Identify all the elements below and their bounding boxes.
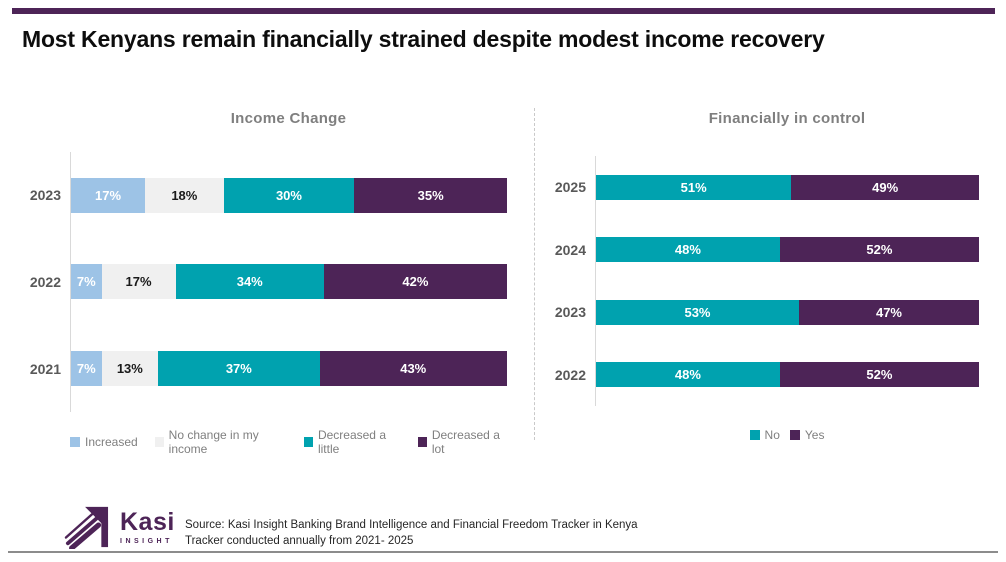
page-title: Most Kenyans remain financially strained…: [22, 26, 825, 52]
bar-segment-increased: 7%: [71, 351, 102, 387]
bar-row-2022: 2022 48% 52%: [555, 362, 979, 388]
bar-segment-no-change-in-my-income: 13%: [101, 351, 159, 387]
segment-value-label: 53%: [684, 304, 711, 320]
segment-value-label: 17%: [95, 187, 122, 203]
legend-label: No: [764, 428, 780, 442]
segment-value-label: 49%: [872, 179, 899, 195]
financially-in-control-chart-title: Financially in control: [708, 110, 866, 127]
category-label: 2023: [554, 304, 586, 321]
bar-segment-increased: 17%: [71, 177, 146, 213]
segment-value-label: 52%: [866, 367, 893, 383]
logo-text: Kasi INSIGHT: [120, 507, 175, 545]
legend-swatch-icon: [154, 437, 164, 447]
legend-label: Yes: [804, 428, 825, 442]
logo-subtext: INSIGHT: [120, 537, 173, 545]
bar-segment-yes: 52%: [779, 237, 979, 263]
bar-row-2024: 2024 48% 52%: [555, 237, 979, 263]
bar-segment-no-change-in-my-income: 18%: [145, 177, 224, 213]
legend-swatch-icon: [749, 430, 760, 440]
financially-in-control-legend: No Yes: [595, 428, 979, 442]
bar-segment-no-change-in-my-income: 17%: [101, 264, 176, 300]
income-change-plot: 2023 17% 18% 30% 35% 2022 7% 17% 34% 42% 2021 7% 13%…: [30, 152, 507, 412]
segment-value-label: 7%: [76, 361, 96, 377]
legend-item-decreased-a-little: Decreased a little: [304, 428, 401, 456]
bar-segment-yes: 49%: [791, 174, 979, 200]
legend-item-yes: Yes: [789, 428, 825, 442]
bar-row-2021: 2021 7% 13% 37% 43%: [30, 351, 507, 387]
segment-value-label: 52%: [866, 242, 893, 258]
segment-value-label: 48%: [674, 367, 701, 383]
legend-item-no-change-in-my-income: No change in my income: [154, 428, 287, 456]
segment-value-label: 37%: [225, 361, 252, 377]
bar-segment-decreased-a-little: 30%: [223, 177, 355, 213]
legend-label: Decreased a lot: [431, 428, 500, 456]
segment-value-label: 7%: [76, 274, 96, 290]
segment-value-label: 17%: [125, 274, 152, 290]
legend-item-decreased-a-lot: Decreased a lot: [417, 428, 507, 456]
chart-divider: [534, 108, 535, 440]
segment-value-label: 47%: [875, 304, 902, 320]
segment-value-label: 51%: [680, 179, 707, 195]
source-line-1: Source: Kasi Insight Banking Brand Intel…: [185, 519, 638, 531]
source-note: Source: Kasi Insight Banking Brand Intel…: [185, 518, 638, 549]
bar-segment-no: 48%: [596, 237, 780, 263]
bar-segment-increased: 7%: [71, 264, 102, 300]
legend-item-no: No: [749, 428, 780, 442]
legend-swatch-icon: [417, 437, 427, 447]
category-label: 2021: [29, 360, 61, 377]
bar-row-2023: 2023 53% 47%: [555, 299, 979, 325]
bar-segment-no: 53%: [596, 299, 799, 325]
income-change-legend: Increased No change in my income Decreased…: [70, 428, 507, 456]
segment-value-label: 30%: [275, 187, 302, 203]
category-label: 2023: [29, 187, 61, 204]
segment-value-label: 13%: [116, 361, 143, 377]
source-line-2: Tracker conducted annually from 2021- 20…: [185, 534, 414, 547]
legend-swatch-icon: [70, 437, 80, 447]
bar-row-2022: 2022 7% 17% 34% 42%: [30, 264, 507, 300]
financially-in-control-plot: 2025 51% 49% 2024 48% 52% 2023 53% 47% 2022 48% 52%: [555, 156, 979, 406]
bar-segment-yes: 52%: [779, 362, 979, 388]
kasi-logo-icon: [64, 506, 109, 549]
bar-segment-no: 48%: [596, 362, 780, 388]
segment-value-label: 18%: [171, 187, 198, 203]
category-label: 2025: [554, 179, 586, 196]
bar-segment-no: 51%: [596, 174, 792, 200]
financially-in-control-chart: Financially in control 2025 51% 49% 2024 48%…: [540, 100, 1006, 460]
kasi-insight-logo: Kasi INSIGHT: [62, 505, 175, 549]
segment-value-label: 34%: [236, 274, 263, 290]
bar-row-2023: 2023 17% 18% 30% 35%: [30, 177, 507, 213]
legend-label: No change in my income: [168, 428, 259, 456]
bottom-rule: [8, 551, 998, 553]
bar-segment-decreased-a-little: 34%: [175, 264, 324, 300]
legend-swatch-icon: [789, 430, 800, 440]
segment-value-label: 43%: [400, 361, 427, 377]
income-change-chart: Income Change 2023 17% 18% 30% 35% 2022 7% 17% 3…: [0, 100, 535, 460]
segment-value-label: 48%: [674, 242, 701, 258]
bar-segment-decreased-a-lot: 42%: [323, 264, 507, 300]
legend-label: Decreased a little: [317, 428, 386, 456]
category-label: 2024: [554, 241, 586, 258]
segment-value-label: 35%: [417, 187, 444, 203]
category-label: 2022: [29, 273, 61, 290]
category-label: 2022: [554, 366, 586, 383]
bar-segment-yes: 47%: [798, 299, 979, 325]
top-accent-rule: [12, 8, 995, 14]
bar-segment-decreased-a-lot: 35%: [354, 177, 507, 213]
bar-segment-decreased-a-lot: 43%: [319, 351, 507, 387]
bar-segment-decreased-a-little: 37%: [158, 351, 320, 387]
segment-value-label: 42%: [402, 274, 429, 290]
legend-label: Increased: [85, 435, 138, 449]
legend-swatch-icon: [304, 437, 313, 447]
bar-row-2025: 2025 51% 49%: [555, 174, 979, 200]
legend-item-increased: Increased: [70, 435, 138, 449]
income-change-chart-title: Income Change: [230, 110, 347, 127]
logo-wordmark: Kasi: [120, 507, 175, 536]
